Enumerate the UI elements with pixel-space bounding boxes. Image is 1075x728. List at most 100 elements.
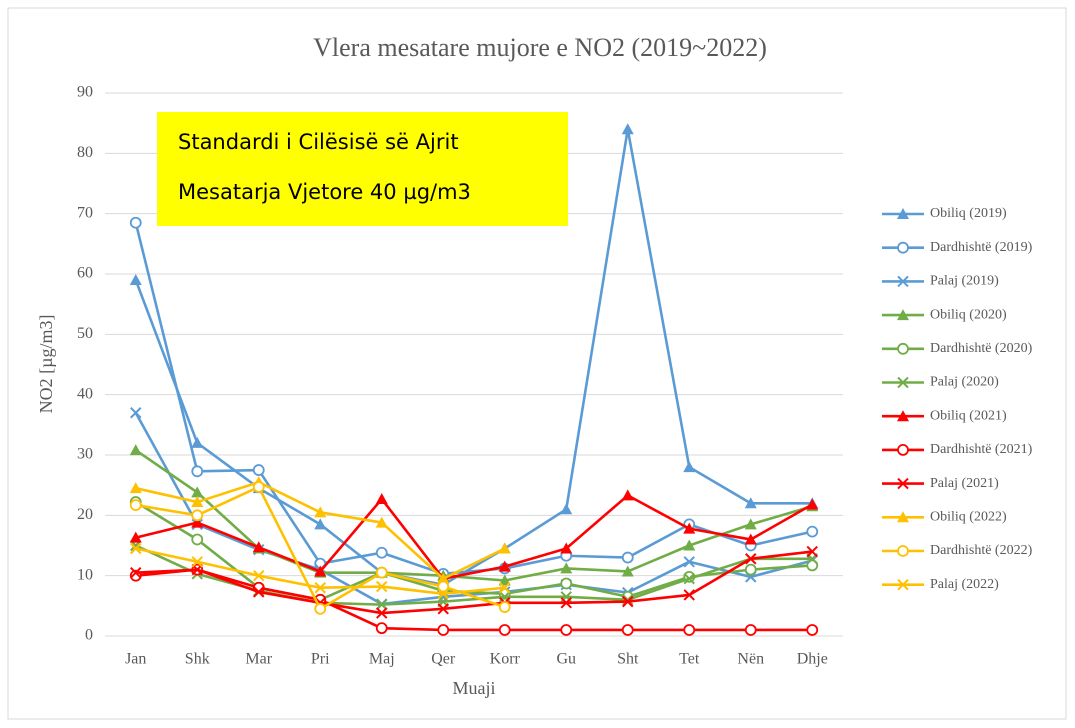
- marker: [191, 556, 203, 568]
- legend-label: Dardhishtë (2021): [930, 442, 1033, 457]
- marker: [806, 559, 819, 572]
- marker: [683, 539, 696, 551]
- marker: [683, 589, 695, 601]
- marker: [622, 594, 634, 606]
- marker: [437, 572, 450, 584]
- marker: [621, 565, 634, 577]
- marker: [130, 407, 142, 419]
- marker: [437, 624, 450, 636]
- x-tick-label: Shk: [185, 651, 210, 668]
- legend-label: Obiliq (2022): [930, 510, 1007, 525]
- y-tick-label: 30: [77, 446, 93, 463]
- y-tick-label: 50: [77, 325, 93, 342]
- series-line: [135, 449, 813, 582]
- x-tick-label: Qer: [431, 651, 456, 668]
- marker: [498, 601, 511, 613]
- marker: [560, 624, 573, 636]
- marker: [130, 566, 142, 579]
- marker: [744, 624, 757, 636]
- marker: [130, 542, 142, 555]
- series-line: [135, 568, 813, 632]
- legend-label: Dardhishtë (2022): [930, 543, 1033, 558]
- legend-label: Obiliq (2020): [930, 307, 1007, 322]
- legend-label: Palaj (2022): [930, 577, 999, 592]
- x-tick-label: Tet: [679, 651, 700, 668]
- series-line: [135, 493, 813, 581]
- marker: [252, 481, 265, 493]
- marker: [621, 489, 634, 501]
- marker: [744, 533, 757, 545]
- legend-marker: [897, 511, 909, 523]
- legend-label: Dardhishtë (2019): [930, 240, 1033, 255]
- marker: [560, 542, 573, 554]
- legend-marker: [897, 545, 909, 557]
- chart-title: Vlera mesatare mujore e NO2 (2019~2022): [313, 33, 767, 62]
- marker: [375, 516, 388, 528]
- legend-label: Palaj (2019): [930, 274, 999, 289]
- marker: [191, 436, 204, 448]
- marker: [498, 574, 511, 586]
- marker: [806, 545, 818, 558]
- marker: [376, 580, 388, 593]
- legend-marker: [897, 208, 909, 219]
- marker: [314, 602, 327, 615]
- marker: [560, 597, 572, 609]
- legend-marker: [897, 477, 909, 490]
- x-tick-label: Mar: [245, 651, 272, 668]
- y-tick-label: 70: [77, 204, 93, 221]
- marker: [683, 461, 696, 473]
- marker: [621, 551, 634, 564]
- annotation-box: [157, 112, 568, 226]
- marker: [129, 482, 142, 494]
- marker: [253, 569, 265, 582]
- legend-marker: [897, 443, 909, 456]
- marker: [560, 562, 573, 574]
- marker: [621, 624, 634, 636]
- y-tick-label: 80: [77, 144, 93, 161]
- series-line: [134, 128, 813, 587]
- marker: [437, 580, 450, 593]
- y-tick-label: 0: [85, 627, 93, 644]
- marker: [314, 582, 326, 594]
- marker: [498, 624, 511, 636]
- legend-marker: [897, 309, 909, 321]
- y-tick-label: 40: [77, 385, 93, 402]
- y-tick-label: 10: [77, 566, 93, 583]
- marker: [437, 603, 449, 615]
- marker: [745, 553, 757, 565]
- marker: [191, 465, 204, 478]
- marker: [129, 216, 142, 229]
- legend-label: Dardhishtë (2020): [930, 341, 1033, 356]
- marker: [744, 497, 757, 509]
- marker: [376, 607, 388, 619]
- marker: [314, 565, 327, 577]
- marker: [375, 566, 388, 579]
- marker: [191, 496, 204, 508]
- marker: [129, 444, 142, 456]
- legend-marker: [897, 376, 909, 389]
- marker: [806, 498, 819, 510]
- marker: [498, 560, 511, 572]
- marker: [129, 274, 142, 286]
- x-axis-label: Muaji: [453, 678, 496, 698]
- plot: 0 10 20 30 40 50 60 70 80 90 Jan Shk Mar Pri Maj Qer Kor…: [77, 84, 1033, 668]
- y-tick-label: 20: [77, 506, 93, 523]
- series-line: [134, 412, 813, 606]
- legend-marker: [897, 275, 909, 288]
- marker: [253, 586, 265, 598]
- legend-label: Obiliq (2021): [930, 408, 1007, 423]
- marker: [375, 546, 388, 559]
- marker: [314, 518, 327, 530]
- marker: [191, 486, 204, 498]
- x-tick-label: Maj: [369, 651, 395, 668]
- marker: [499, 582, 511, 594]
- marker: [683, 522, 696, 534]
- marker: [191, 509, 204, 522]
- marker: [560, 503, 573, 515]
- x-tick-label: Nën: [737, 651, 764, 668]
- marker: [560, 577, 573, 590]
- series-line: [135, 550, 813, 615]
- series-line: [134, 222, 813, 576]
- legend-marker: [897, 241, 909, 254]
